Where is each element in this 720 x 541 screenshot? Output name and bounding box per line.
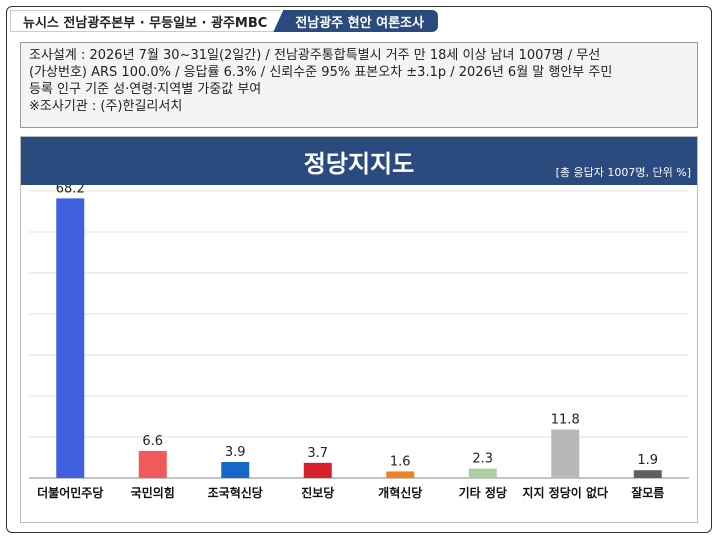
survey-info-box: 조사설계 : 2026년 7월 30~31일(2일간) / 전남광주통합특별시 … — [20, 42, 698, 128]
category-label-0: 더불어민주당 — [37, 485, 103, 500]
chart-banner: 정당지지도 [총 응답자 1007명, 단위 %] — [21, 137, 697, 185]
chart-container: 정당지지도 [총 응답자 1007명, 단위 %] 68.2 더불어민주당 6.6 국… — [20, 136, 698, 523]
data-label-2: 3.9 — [225, 445, 246, 460]
header-bar: 뉴시스 전남광주본부 · 무등일보 · 광주MBC 전남광주 현안 여론조사 — [10, 10, 438, 32]
bar-1 — [138, 450, 167, 478]
chart-title: 정당지지도 — [303, 150, 415, 178]
data-label-3: 3.7 — [307, 446, 328, 461]
chart-unit-note: [총 응답자 1007명, 단위 %] — [555, 166, 691, 179]
bar-chart: 68.2 더불어민주당 6.6 국민의힘 3.9 조국혁신당 3.7 진보당 1.6 개혁신당 2.… — [29, 185, 689, 500]
data-label-0: 68.2 — [56, 185, 85, 196]
bar-4 — [386, 471, 415, 478]
category-label-7: 잘모름 — [631, 485, 664, 500]
category-label-6: 지지 정당이 없다 — [522, 485, 608, 500]
category-label-4: 개혁신당 — [378, 485, 422, 500]
category-label-1: 국민의힘 — [131, 485, 175, 500]
category-label-5: 기타 정당 — [459, 485, 507, 500]
data-label-7: 1.9 — [637, 453, 658, 468]
bar-0 — [56, 198, 85, 478]
header-source: 뉴시스 전남광주본부 · 무등일보 · 광주MBC — [10, 10, 282, 32]
category-label-3: 진보당 — [301, 485, 334, 500]
bar-5 — [468, 468, 497, 478]
category-label-2: 조국혁신당 — [208, 485, 263, 500]
data-label-4: 1.6 — [390, 454, 411, 469]
header-survey-title: 전남광주 현안 여론조사 — [273, 10, 438, 32]
bar-7 — [633, 470, 662, 478]
data-label-5: 2.3 — [472, 452, 493, 467]
bar-6 — [551, 429, 580, 478]
bar-3 — [303, 462, 332, 478]
info-line-2: (가상번호) ARS 100.0% / 응답률 6.3% / 신뢰수준 95% … — [29, 65, 613, 80]
info-line-1: 조사설계 : 2026년 7월 30~31일(2일간) / 전남광주통합특별시 … — [29, 48, 601, 63]
info-line-4: ※조사기관 : (주)한길리서치 — [29, 99, 183, 114]
data-label-6: 11.8 — [551, 413, 580, 428]
info-line-3: 등록 인구 기준 성·연령·지역별 가중값 부여 — [29, 82, 262, 97]
bar-2 — [221, 462, 250, 478]
data-label-1: 6.6 — [142, 434, 163, 449]
